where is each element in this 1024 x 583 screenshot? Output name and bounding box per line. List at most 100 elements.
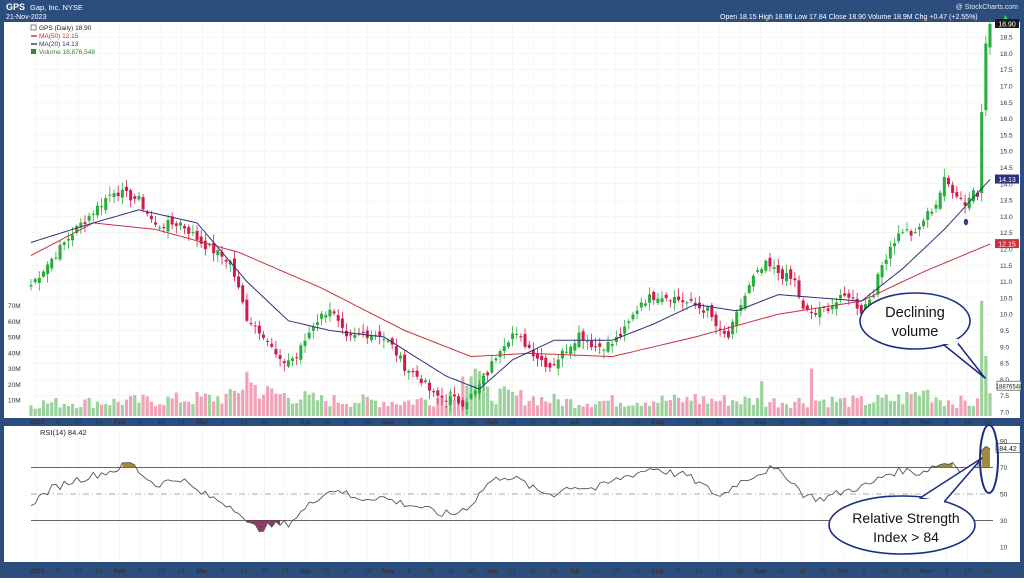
volume-bar xyxy=(818,401,822,416)
x-tick-label: 27 xyxy=(281,419,289,426)
x-tick-label: 6 xyxy=(945,419,949,426)
candle-body xyxy=(253,325,257,327)
candle-body xyxy=(432,391,436,393)
ma50-marker xyxy=(963,218,969,226)
candle-body xyxy=(469,393,473,399)
volume-bar xyxy=(266,386,270,416)
volume-bar xyxy=(444,405,448,416)
price-tick-label: 8.5 xyxy=(1000,361,1009,368)
volume-bar xyxy=(158,404,162,416)
price-tick-label: 11.0 xyxy=(1000,279,1013,286)
volume-bar xyxy=(124,399,129,416)
candle-body xyxy=(735,311,739,326)
volume-bar xyxy=(618,402,623,416)
bottom-x-tick-label: 23 xyxy=(902,568,910,575)
candle-body xyxy=(457,396,461,404)
volume-axis: 70M 60M 50M 40M 30M 20M 10M xyxy=(8,303,21,405)
bottom-x-tick-label: 11 xyxy=(778,568,785,575)
volume-bar xyxy=(365,396,369,416)
volume-bar xyxy=(457,398,461,416)
volume-bar xyxy=(432,406,436,416)
volume-bar xyxy=(133,394,137,416)
volume-bar xyxy=(851,395,855,416)
header-date: 21-Nov-2023 xyxy=(6,14,47,21)
price-tick-label: 16.0 xyxy=(1000,116,1013,123)
volume-bar xyxy=(751,404,755,416)
candle-body xyxy=(378,331,382,337)
candle-body xyxy=(423,380,427,383)
candle-body xyxy=(805,305,809,310)
candle-body xyxy=(328,309,332,317)
candle-body xyxy=(731,321,735,335)
candle-body xyxy=(743,295,747,309)
candle-body xyxy=(818,308,822,318)
candle-body xyxy=(951,184,955,193)
ma20-price-tag-text: 14.13 xyxy=(998,177,1016,184)
candle-body xyxy=(120,189,124,198)
candle-body xyxy=(41,271,45,277)
rsi-annotation: Relative Strength Index > 84 xyxy=(828,424,999,555)
candle-body xyxy=(261,334,265,338)
candle-body xyxy=(776,264,780,274)
volume-bar xyxy=(701,396,706,416)
volume-bar xyxy=(905,392,909,416)
candle-body xyxy=(482,376,486,385)
volume-bar xyxy=(112,398,116,416)
volume-bar xyxy=(29,405,33,416)
volume-bar xyxy=(62,403,66,416)
rsi-tick-label: 90 xyxy=(1000,439,1008,446)
volume-bar xyxy=(627,405,631,416)
candle-body xyxy=(224,259,228,262)
candle-body xyxy=(797,280,801,298)
volume-bar xyxy=(868,403,872,416)
rsi-tick-label: 70 xyxy=(1000,465,1008,472)
volume-bar xyxy=(91,408,95,416)
volume-bar xyxy=(141,394,145,416)
candle-body xyxy=(241,285,245,303)
candle-body xyxy=(237,276,241,288)
x-tick-label: Aug xyxy=(651,419,664,426)
volume-bar xyxy=(216,396,220,416)
volume-bar xyxy=(888,400,892,416)
candle-body xyxy=(407,370,411,373)
volume-bar xyxy=(236,393,241,416)
volume-bar xyxy=(743,396,747,416)
rsi-value-tag xyxy=(995,443,1021,453)
candle-body xyxy=(635,310,639,314)
x-tick-label: 20 xyxy=(261,419,269,426)
x-tick-label: 13 xyxy=(964,419,972,426)
volume-bar xyxy=(315,400,320,416)
legend-swatch xyxy=(31,49,36,54)
candle-body xyxy=(129,190,133,201)
candle-body xyxy=(581,331,585,341)
candle-body xyxy=(893,243,897,247)
volume-bar xyxy=(340,404,344,416)
price-tick-label: 10.0 xyxy=(1000,312,1013,319)
volume-bar xyxy=(951,404,955,416)
candle-body xyxy=(415,370,419,377)
volume-bar xyxy=(50,402,54,416)
rsi-tick-label: 10 xyxy=(1000,544,1008,551)
bottom-x-tick-label: 21 xyxy=(178,568,186,575)
bottom-x-tick-label: 6 xyxy=(221,568,225,575)
volume-bar xyxy=(332,395,336,416)
volume-bar xyxy=(149,401,153,416)
x-tick-label: May xyxy=(382,419,395,426)
bottom-x-tick-label: 28 xyxy=(736,568,744,575)
volume-tick-label: 50M xyxy=(8,335,21,342)
volume-bar xyxy=(203,393,207,416)
candle-body xyxy=(535,353,539,359)
candle-body xyxy=(984,43,988,111)
candle-body xyxy=(859,305,863,314)
candle-body xyxy=(245,299,249,321)
candle-body xyxy=(274,348,278,355)
x-tick-label: Jul xyxy=(570,419,580,426)
x-tick-label: Mar xyxy=(197,419,209,426)
bottom-x-tick-label: 13 xyxy=(157,568,165,575)
price-tick-label: 8.0 xyxy=(1000,377,1009,384)
volume-bar xyxy=(955,407,959,416)
candle-body xyxy=(249,323,253,325)
volume-bar xyxy=(46,403,50,416)
volume-bar xyxy=(714,401,718,416)
price-tick-label: 10.5 xyxy=(1000,295,1013,302)
